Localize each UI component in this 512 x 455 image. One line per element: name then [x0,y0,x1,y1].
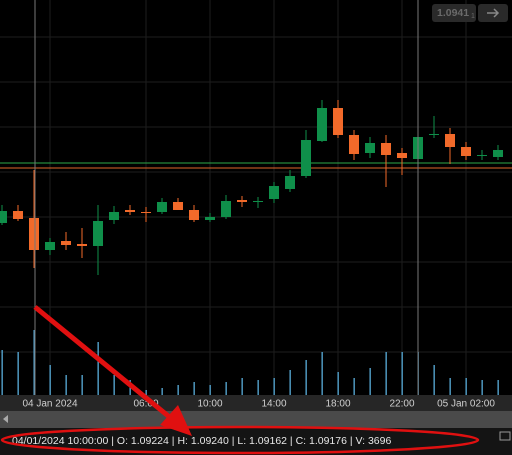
candle-body [93,221,103,246]
x-axis: 04 Jan 2024 06:00 10:00 14:00 18:00 22:00 05 J… [22,399,495,410]
candle-body [237,200,247,202]
annotation-arrow [33,305,180,426]
grid [0,0,512,395]
volume-bar [465,378,467,395]
candle-body [77,244,87,246]
candle-body [429,134,439,135]
volume-bar [497,380,499,395]
status-item: H: 1.09240 [177,435,229,447]
volume-bar [305,360,307,395]
x-tick-label: 06:00 [133,399,158,410]
volume-bar [97,342,99,395]
volume-bar [161,388,163,395]
separator: | [108,435,117,447]
candle-body [29,218,39,250]
volume-bar [33,330,35,395]
volume-bar [433,365,435,395]
volume-bar [257,380,259,395]
arrow-icon [487,8,500,18]
price-box-sub: 1 [471,13,475,20]
x-axis-band [0,395,512,411]
candle-body [301,140,311,176]
annotation-arrow-head [160,405,192,436]
volume-bar [401,352,403,395]
separator: | [169,435,178,447]
candle-body [397,153,407,158]
candle-body [173,202,183,210]
candle-body [365,143,375,153]
x-tick-label: 10:00 [197,399,222,410]
volume-bar [145,390,147,395]
candle-body [141,212,151,213]
candle-body [445,134,455,147]
status-item: 04/01/2024 10:00:00 [12,435,109,447]
volume-bar [177,385,179,395]
candle-body [477,155,487,156]
price-box-value: 1.0941 [437,7,469,19]
volume-bar [337,372,339,395]
x-tick-label: 22:00 [389,399,414,410]
status-item: V: 3696 [356,435,392,447]
candle-body [45,242,55,250]
marks [0,100,503,395]
status-item: L: 1.09162 [237,435,287,447]
candle-body [349,135,359,154]
candle-body [205,217,215,220]
volume-bar [49,365,51,395]
volume-bar [1,350,3,395]
candle-body [189,210,199,220]
candle-body [461,147,471,156]
candle-body [109,212,119,220]
volume-bar [113,375,115,395]
volume-bar [65,375,67,395]
volume-bar [321,352,323,395]
plot-background [0,0,512,395]
candle-body [381,143,391,155]
volume-bar [369,368,371,395]
scrollbar[interactable] [0,411,512,428]
separator: | [347,435,356,447]
candle-body [285,176,295,189]
x-tick-label: 05 Jan 02:00 [437,399,495,410]
volume-bar [289,370,291,395]
volume-bar [241,378,243,395]
status-text: 04/01/2024 10:00:00 | O: 1.09224 | H: 1.… [12,435,391,447]
scroll-left-button[interactable] [3,415,8,423]
candle-body [13,211,23,219]
volume-bar [385,352,387,395]
status-icon[interactable] [499,431,511,441]
volume-bar [209,385,211,395]
candle-body [333,108,343,135]
separator: | [287,435,296,447]
candle-body [61,241,71,245]
volume-bar [481,380,483,395]
separator: | [229,435,238,447]
volume-bar [273,378,275,395]
volume-bar [17,352,19,395]
x-tick-label: 04 Jan 2024 [22,399,77,410]
volume-bar [81,375,83,395]
status-item: C: 1.09176 [296,435,348,447]
candle-body [253,201,263,202]
volume-bar [225,382,227,395]
candle-body [317,108,327,141]
candle-body [0,211,7,223]
volume-bar [353,378,355,395]
x-tick-label: 18:00 [325,399,350,410]
status-item: O: 1.09224 [117,435,169,447]
candle-body [157,202,167,212]
candle-body [125,210,135,212]
candle-body [493,150,503,157]
highlight-ellipse [0,425,480,455]
volume-bar [193,382,195,395]
candle-body [221,201,231,217]
candle-body [269,186,279,199]
volume-bar [449,378,451,395]
x-tick-label: 14:00 [261,399,286,410]
price-box[interactable] [432,4,476,22]
